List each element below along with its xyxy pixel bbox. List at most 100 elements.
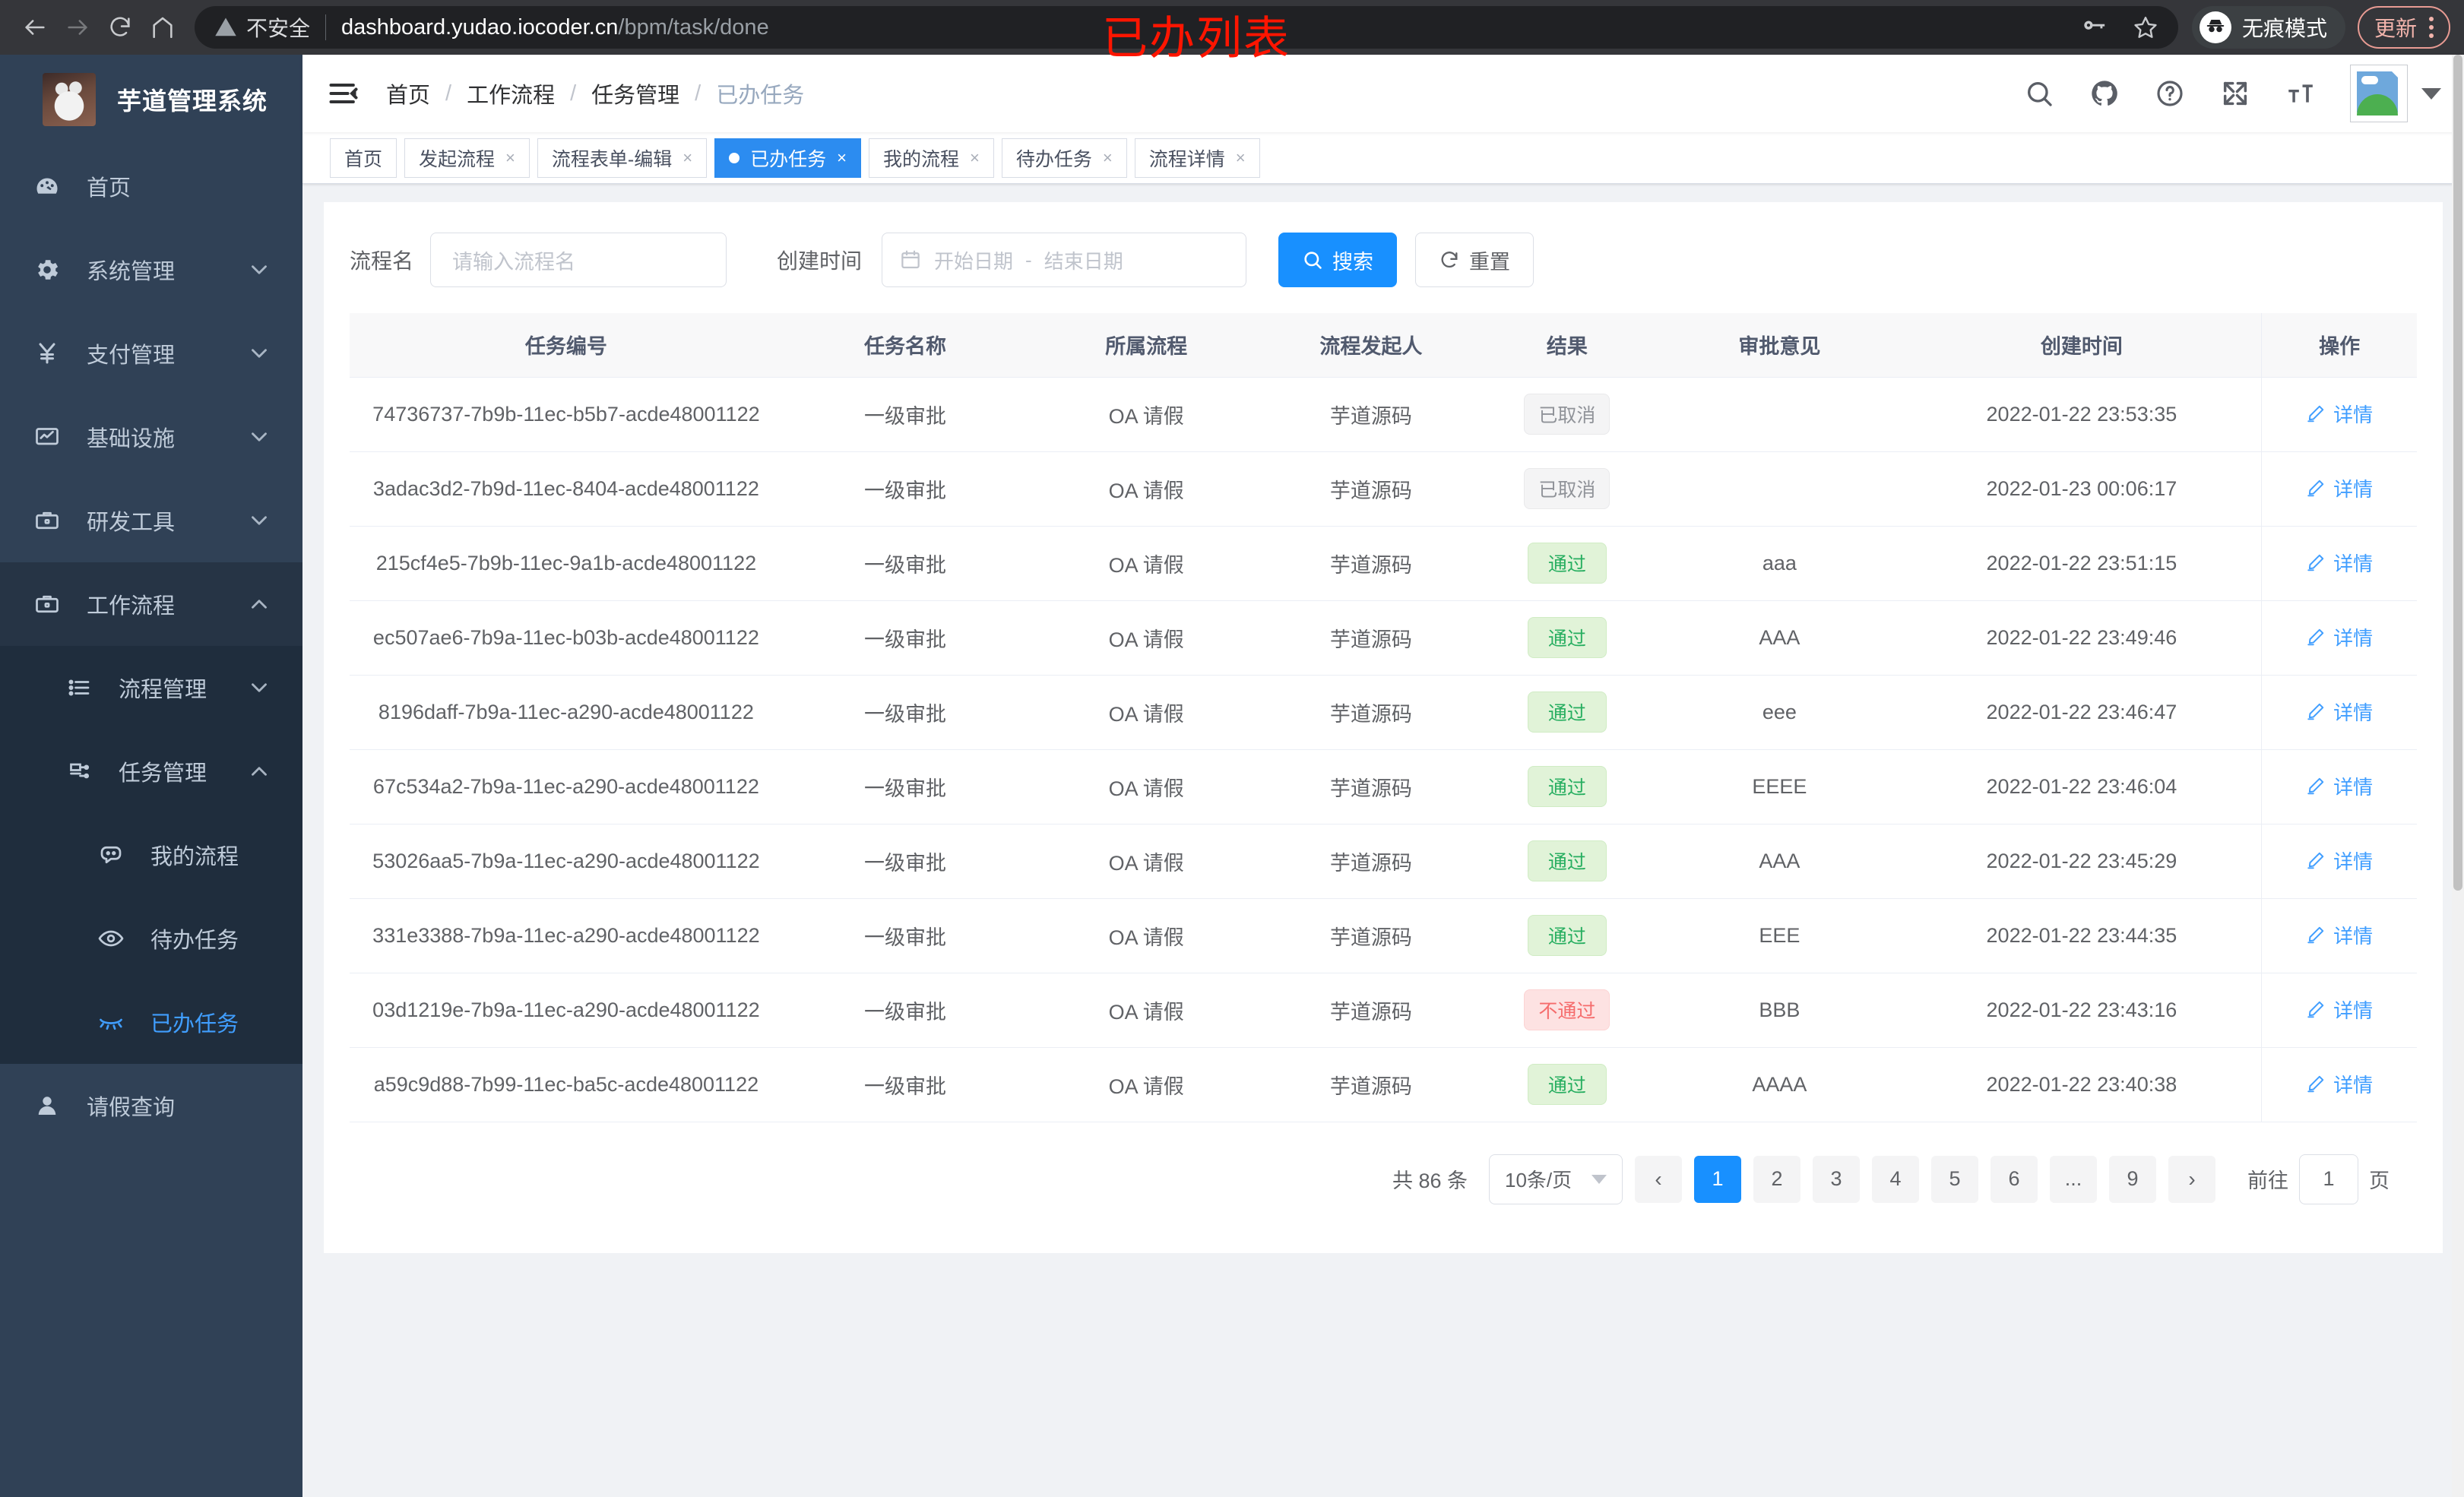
cell-task-id: 331e3388-7b9a-11ec-a290-acde48001122 <box>350 898 783 973</box>
page-number-button[interactable]: 1 <box>1694 1155 1741 1203</box>
close-icon[interactable]: × <box>505 147 515 167</box>
breadcrumb-separator: / <box>570 81 577 106</box>
detail-link[interactable]: 详情 <box>2306 921 2373 949</box>
edit-icon <box>2307 927 2324 944</box>
next-page-button[interactable]: › <box>2168 1155 2215 1203</box>
yuan-icon <box>32 338 62 369</box>
sidebar-item-my-process[interactable]: 我的流程 <box>0 813 302 897</box>
back-button[interactable] <box>14 6 56 49</box>
detail-link-label: 详情 <box>2333 552 2374 575</box>
chevron-right-icon: › <box>2188 1166 2196 1191</box>
detail-link[interactable]: 详情 <box>2306 995 2373 1024</box>
edit-icon <box>2307 406 2324 423</box>
col-task-id: 任务编号 <box>350 313 783 378</box>
breadcrumb-item[interactable]: 任务管理 <box>591 84 680 108</box>
sidebar-item-todo-task[interactable]: 待办任务 <box>0 897 302 980</box>
sidebar-item-leave-query[interactable]: 请假查询 <box>0 1064 302 1147</box>
sidebar-item-workflow[interactable]: 工作流程 <box>0 562 302 646</box>
status-badge: 通过 <box>1527 840 1607 881</box>
sidebar-item-infrastructure[interactable]: 基础设施 <box>0 395 302 479</box>
page-number-button[interactable]: 9 <box>2109 1155 2156 1203</box>
page-size-select[interactable]: 10条/页 <box>1489 1154 1623 1204</box>
tab-my-process[interactable]: 我的流程 × <box>868 138 994 178</box>
forward-button[interactable] <box>56 6 99 49</box>
page-number-button[interactable]: 5 <box>1931 1155 1978 1203</box>
font-size-icon[interactable] <box>2285 78 2317 109</box>
search-button[interactable]: 搜索 <box>1278 233 1398 287</box>
breadcrumb-item[interactable]: 工作流程 <box>467 84 556 108</box>
detail-link[interactable]: 详情 <box>2306 474 2373 502</box>
sidebar-item-home[interactable]: 首页 <box>0 144 302 228</box>
detail-link[interactable]: 详情 <box>2306 698 2373 726</box>
reload-button[interactable] <box>99 6 141 49</box>
chrome-menu-icon[interactable] <box>2429 17 2434 38</box>
close-icon[interactable]: × <box>1235 147 1246 167</box>
cell-process: OA 请假 <box>1028 451 1265 527</box>
sidebar-item-done-task[interactable]: 已办任务 <box>0 980 302 1064</box>
detail-link[interactable]: 详情 <box>2306 400 2373 428</box>
github-icon[interactable] <box>2089 78 2120 109</box>
sidebar-item-task-mgmt[interactable]: 任务管理 <box>0 730 302 813</box>
tab-process-detail[interactable]: 流程详情 × <box>1134 138 1260 178</box>
reset-button[interactable]: 重置 <box>1415 233 1534 287</box>
detail-link[interactable]: 详情 <box>2306 772 2373 800</box>
cell-task-id: 215cf4e5-7b9b-11ec-9a1b-acde48001122 <box>350 526 783 601</box>
detail-link[interactable]: 详情 <box>2306 549 2373 577</box>
close-icon[interactable]: × <box>1102 147 1113 167</box>
detail-link[interactable]: 详情 <box>2306 623 2373 651</box>
tab-todo-task[interactable]: 待办任务 × <box>1001 138 1127 178</box>
address-bar[interactable]: 不安全 dashboard.yudao.iocoder.cn/bpm/task/… <box>195 6 2178 49</box>
close-icon[interactable]: × <box>969 147 980 167</box>
sidebar-item-label: 任务管理 <box>119 761 207 786</box>
page-ellipsis[interactable]: ... <box>2050 1155 2097 1203</box>
close-icon[interactable]: × <box>683 147 693 167</box>
cell-result: 不通过 <box>1477 973 1658 1048</box>
detail-link[interactable]: 详情 <box>2306 1070 2373 1098</box>
sidebar-item-system[interactable]: 系统管理 <box>0 228 302 312</box>
sidebar-item-process-mgmt[interactable]: 流程管理 <box>0 646 302 730</box>
cell-result: 通过 <box>1477 824 1658 899</box>
chevron-left-icon: ‹ <box>1655 1166 1662 1191</box>
update-label: 更新 <box>2374 17 2417 40</box>
pagination: 共 86 条 10条/页 ‹ 1 2 3 4 5 6... 9 › 前往 1 页 <box>350 1122 2417 1227</box>
monitor-icon <box>32 422 62 452</box>
password-key-icon[interactable] <box>2081 14 2107 40</box>
breadcrumb: 首页 / 工作流程 / 任务管理 / 已办任务 <box>386 78 804 109</box>
sidebar-item-devtools[interactable]: 研发工具 <box>0 479 302 562</box>
page-number-button[interactable]: 4 <box>1872 1155 1919 1203</box>
breadcrumb-item[interactable]: 首页 <box>386 84 431 108</box>
tab-start-process[interactable]: 发起流程 × <box>404 138 530 178</box>
tab-home[interactable]: 首页 <box>330 138 397 178</box>
scrollbar-thumb[interactable] <box>2453 55 2462 891</box>
breadcrumb-separator: / <box>445 81 452 106</box>
process-name-input[interactable]: 请输入流程名 <box>430 233 727 287</box>
user-avatar-menu[interactable] <box>2350 65 2441 122</box>
brand[interactable]: 芋道管理系统 <box>0 55 302 144</box>
close-icon[interactable]: × <box>837 147 847 167</box>
detail-link[interactable]: 详情 <box>2306 847 2373 875</box>
sidebar-toggle-icon[interactable] <box>327 77 360 110</box>
home-button[interactable] <box>141 6 184 49</box>
cell-task-name: 一级审批 <box>782 749 1028 824</box>
page-number-button[interactable]: 6 <box>1991 1155 2038 1203</box>
incognito-indicator[interactable]: 无痕模式 <box>2191 6 2345 49</box>
update-button[interactable]: 更新 <box>2357 6 2450 49</box>
prev-page-button[interactable]: ‹ <box>1635 1155 1682 1203</box>
tab-label: 首页 <box>344 148 383 170</box>
goto-page-input[interactable]: 1 <box>2299 1154 2358 1204</box>
create-time-range-picker[interactable]: 开始日期 - 结束日期 <box>882 233 1247 287</box>
bookmark-star-icon[interactable] <box>2133 14 2158 40</box>
cell-opinion: AAAA <box>1657 1047 1902 1122</box>
search-icon[interactable] <box>2023 78 2055 109</box>
fullscreen-icon[interactable] <box>2219 78 2251 109</box>
page-number-button[interactable]: 3 <box>1813 1155 1860 1203</box>
tab-process-form-edit[interactable]: 流程表单-编辑 × <box>537 138 708 178</box>
help-icon[interactable] <box>2154 78 2186 109</box>
table-header: 任务编号 任务名称 所属流程 流程发起人 结果 审批意见 创建时间 操作 <box>350 313 2417 378</box>
page-scrollbar[interactable] <box>2452 55 2464 1497</box>
page-number-button[interactable]: 2 <box>1753 1155 1800 1203</box>
tab-done-task[interactable]: 已办任务 × <box>714 138 861 178</box>
sidebar-item-payment[interactable]: 支付管理 <box>0 312 302 395</box>
url-text: dashboard.yudao.iocoder.cn/bpm/task/done <box>341 14 769 40</box>
cell-created: 2022-01-22 23:45:29 <box>1902 824 2262 899</box>
